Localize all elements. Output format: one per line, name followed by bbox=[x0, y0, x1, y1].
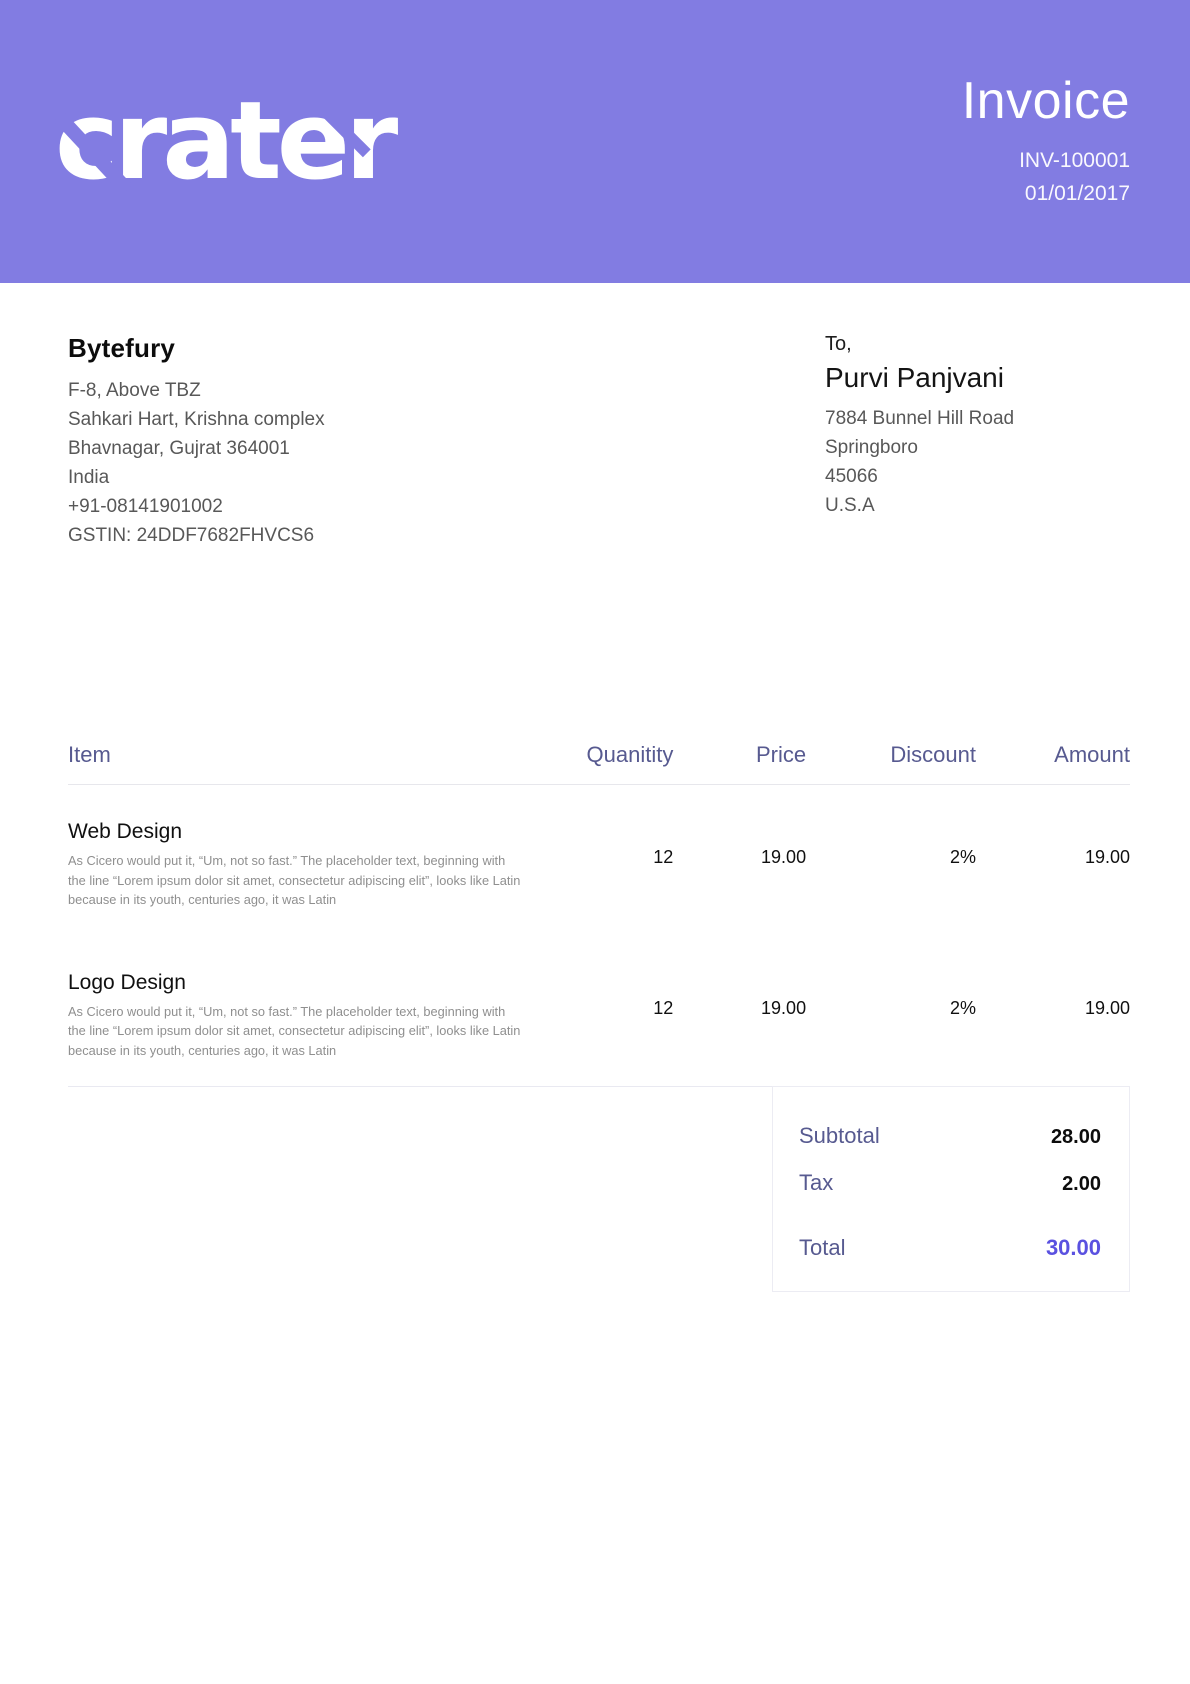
sender-name: Bytefury bbox=[68, 333, 176, 363]
tax-row: Tax 2.00 bbox=[799, 1168, 1101, 1199]
tax-value: 2.00 bbox=[1062, 1173, 1101, 1195]
recipient-name: Purvi Panjvani bbox=[825, 362, 1004, 393]
item-description: As Cicero would put it, “Um, not so fast… bbox=[68, 1003, 521, 1058]
invoice-number: INV-100001 bbox=[1019, 149, 1130, 173]
item-quantity: 12 bbox=[653, 997, 674, 1018]
invoice-title-block: Invoice INV-100001 01/01/2017 bbox=[961, 71, 1130, 210]
item-quantity: 12 bbox=[653, 847, 674, 867]
invoice-body: Bytefury F-8, Above TBZ Sahkari Hart, Kr… bbox=[0, 333, 1190, 1292]
recipient-block: To, Purvi Panjvani 7884 Bunnel Hill Road… bbox=[825, 333, 1130, 550]
subtotal-value: 28.00 bbox=[1050, 1126, 1101, 1148]
invoice-date: 01/01/2017 bbox=[1024, 182, 1130, 206]
column-header-discount: Discount bbox=[806, 742, 976, 785]
logo-text: crater bbox=[55, 78, 398, 204]
item-name: Logo Design bbox=[68, 970, 186, 994]
sender-address-line: Sahkari Hart, Krishna complex bbox=[68, 409, 325, 430]
item-discount: 2% bbox=[949, 847, 976, 867]
item-amount: 19.00 bbox=[1084, 997, 1130, 1018]
item-price: 19.00 bbox=[761, 847, 807, 867]
line-items-table: Item Quanitity Price Discount Amount Web… bbox=[68, 742, 1130, 1086]
table-bottom-divider bbox=[68, 1086, 1130, 1087]
table-row: Web Design As Cicero would put it, “Um, … bbox=[68, 785, 1130, 936]
invoice-header: crater Invoice INV-100001 01/01/2017 bbox=[0, 0, 1190, 283]
invoice-title: Invoice bbox=[961, 71, 1130, 130]
sender-address-line: F-8, Above TBZ bbox=[68, 380, 201, 401]
tax-label: Tax bbox=[799, 1170, 834, 1195]
recipient-to-label: To, bbox=[825, 333, 852, 355]
total-label: Total bbox=[799, 1235, 846, 1260]
sender-address-line: Bhavnagar, Gujrat 364001 bbox=[68, 438, 290, 459]
column-header-amount: Amount bbox=[975, 742, 1130, 785]
total-row: Total 30.00 bbox=[799, 1233, 1101, 1263]
column-header-quantity: Quanitity bbox=[535, 742, 674, 785]
recipient-address-line: Springboro bbox=[825, 437, 918, 458]
sender-gstin: GSTIN: 24DDF7682FHVCS6 bbox=[68, 525, 315, 546]
subtotal-row: Subtotal 28.00 bbox=[799, 1121, 1101, 1152]
table-row: Logo Design As Cicero would put it, “Um,… bbox=[68, 936, 1130, 1087]
item-amount: 19.00 bbox=[1084, 847, 1130, 867]
sender-address-line: India bbox=[68, 467, 110, 488]
total-value: 30.00 bbox=[1045, 1235, 1101, 1260]
totals-summary-box: Subtotal 28.00 Tax 2.00 Total 30.00 bbox=[772, 1086, 1130, 1292]
crater-logo-icon: crater bbox=[53, 78, 398, 204]
recipient-address-line: U.S.A bbox=[825, 495, 875, 516]
sender-phone: +91-08141901002 bbox=[68, 496, 223, 517]
item-description: As Cicero would put it, “Um, not so fast… bbox=[68, 853, 521, 907]
recipient-address-line: 45066 bbox=[825, 466, 878, 487]
sender-block: Bytefury F-8, Above TBZ Sahkari Hart, Kr… bbox=[68, 333, 325, 550]
column-header-item: Item bbox=[68, 742, 536, 785]
item-name: Web Design bbox=[68, 820, 183, 843]
column-header-price: Price bbox=[673, 742, 807, 785]
parties-section: Bytefury F-8, Above TBZ Sahkari Hart, Kr… bbox=[68, 333, 1130, 550]
item-price: 19.00 bbox=[761, 997, 807, 1018]
table-header-row: Item Quanitity Price Discount Amount bbox=[68, 742, 1130, 785]
subtotal-label: Subtotal bbox=[799, 1123, 880, 1148]
item-discount: 2% bbox=[949, 997, 976, 1018]
recipient-address-line: 7884 Bunnel Hill Road bbox=[825, 408, 1015, 429]
